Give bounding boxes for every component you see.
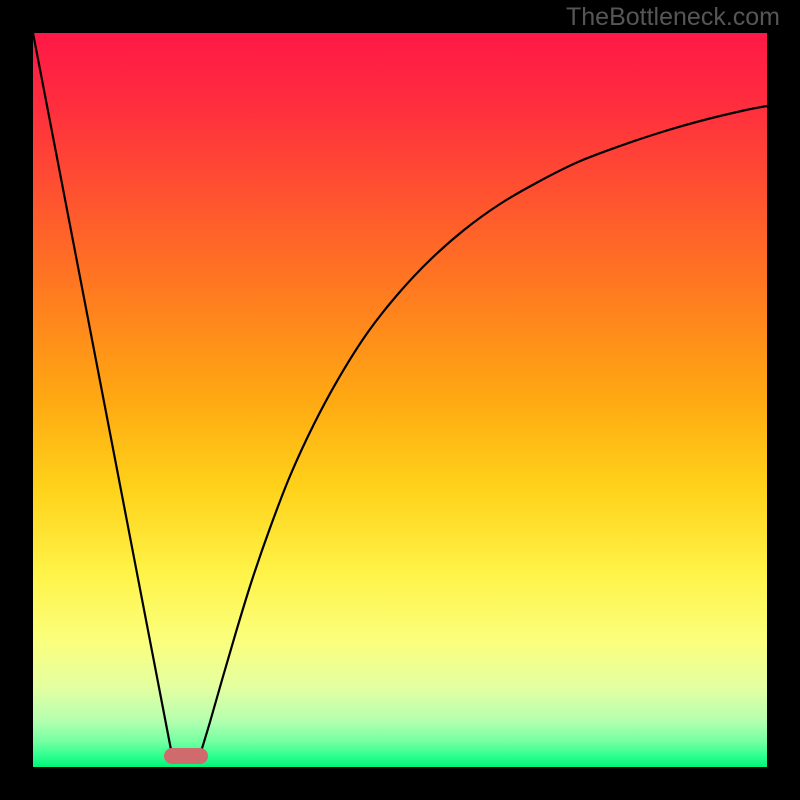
chart-frame: TheBottleneck.com xyxy=(0,0,800,800)
optimum-marker xyxy=(164,748,208,764)
bottleneck-curves xyxy=(33,33,767,767)
watermark-text: TheBottleneck.com xyxy=(566,3,780,32)
plot-area xyxy=(33,33,767,767)
